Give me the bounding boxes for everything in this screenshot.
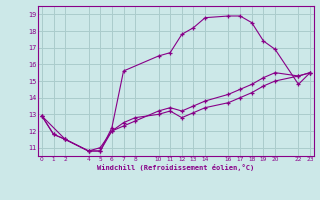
X-axis label: Windchill (Refroidissement éolien,°C): Windchill (Refroidissement éolien,°C) — [97, 164, 255, 171]
